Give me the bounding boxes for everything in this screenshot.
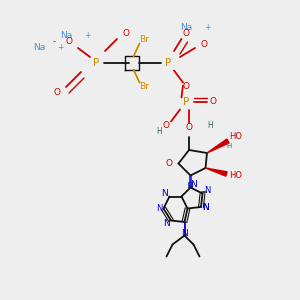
Text: O: O — [122, 28, 130, 38]
Polygon shape — [207, 139, 229, 153]
Text: HO: HO — [229, 132, 242, 141]
Text: H: H — [207, 122, 213, 130]
Text: +: + — [204, 22, 210, 32]
Text: Na: Na — [33, 44, 45, 52]
Text: -: - — [52, 38, 56, 46]
Text: O: O — [166, 159, 173, 168]
Text: O: O — [182, 28, 190, 38]
Text: +: + — [57, 44, 63, 52]
Text: O: O — [209, 98, 217, 106]
Text: HO: HO — [229, 171, 242, 180]
Text: +: + — [84, 32, 90, 40]
Text: Br: Br — [139, 82, 149, 91]
Text: N: N — [181, 230, 188, 238]
Text: O: O — [200, 40, 208, 50]
Text: Na: Na — [60, 32, 72, 40]
Text: N: N — [202, 202, 209, 211]
Text: N: N — [202, 203, 208, 212]
Text: N: N — [163, 219, 170, 228]
Text: O: O — [163, 122, 170, 130]
Text: H: H — [226, 142, 232, 148]
Text: N: N — [190, 180, 197, 189]
Text: P: P — [165, 58, 171, 68]
Text: P: P — [93, 58, 99, 68]
Text: O: O — [185, 123, 193, 132]
Text: =: = — [201, 189, 207, 195]
Text: Br: Br — [139, 34, 149, 43]
Text: H: H — [156, 128, 162, 136]
Text: =: = — [200, 189, 206, 195]
Polygon shape — [206, 168, 227, 176]
Text: P: P — [183, 97, 189, 107]
Text: Na: Na — [180, 22, 192, 32]
Text: O: O — [182, 82, 190, 91]
Text: O: O — [53, 88, 61, 98]
Text: N: N — [162, 189, 168, 198]
Text: N: N — [156, 204, 162, 213]
Text: N: N — [204, 186, 210, 195]
Text: O: O — [65, 38, 73, 46]
